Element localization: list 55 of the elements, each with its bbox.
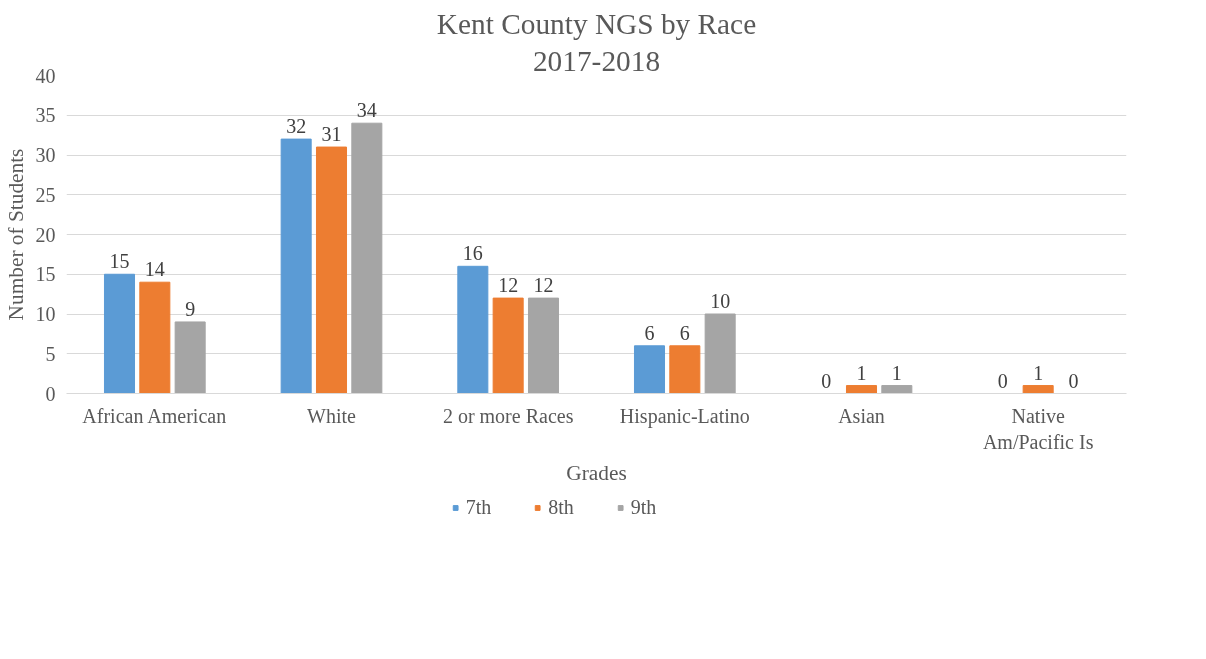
data-label: 10 [710, 290, 731, 312]
y-tick-label: 5 [45, 342, 56, 365]
data-label: 6 [644, 321, 655, 344]
legend-label: 8th [548, 495, 574, 519]
chart-title: Kent County NGS by Race [436, 7, 757, 40]
y-tick-label: 25 [35, 183, 56, 206]
bar [669, 345, 701, 394]
bar [139, 281, 171, 394]
x-axis-title: Grades [566, 460, 627, 485]
y-tick-label: 0 [45, 382, 56, 405]
bar [315, 146, 348, 394]
bar [881, 385, 913, 394]
data-label: 9 [185, 297, 196, 320]
x-tick-label: Asian [838, 404, 885, 427]
x-tick-label: 2 or more Races [442, 404, 574, 427]
legend-label: 7th [465, 495, 492, 519]
data-label: 0 [997, 369, 1008, 392]
y-tick-label: 40 [35, 64, 56, 87]
y-tick-label: 30 [35, 144, 56, 166]
x-tick-label: African American [82, 404, 227, 427]
data-label: 12 [533, 274, 554, 297]
chart-subtitle: 2017-2018 [532, 44, 661, 77]
data-label: 1 [856, 361, 867, 384]
data-label: 14 [144, 258, 165, 281]
data-label: 0 [821, 369, 832, 392]
bar [527, 297, 560, 394]
data-label: 0 [1068, 369, 1079, 392]
data-label: 34 [356, 99, 377, 122]
data-label: 32 [286, 115, 307, 138]
bar [704, 313, 736, 394]
bar [103, 273, 136, 394]
data-label: 31 [321, 123, 342, 146]
y-tick-label: 35 [35, 104, 56, 127]
bar [457, 265, 489, 394]
x-tick-label: White [307, 404, 357, 427]
y-tick-label: 15 [35, 263, 56, 286]
y-tick-label: 20 [35, 223, 56, 246]
bar [351, 122, 383, 394]
bar [633, 345, 666, 394]
x-tick-label: Hispanic-Latino [619, 404, 750, 428]
data-label: 6 [679, 321, 690, 344]
bar [174, 321, 206, 394]
y-axis-title: Number of Students [3, 148, 28, 321]
data-label: 1 [1033, 361, 1044, 384]
data-label: 16 [462, 242, 483, 265]
data-label: 12 [498, 274, 519, 297]
data-label: 1 [891, 361, 902, 384]
y-tick-label: 10 [35, 303, 56, 325]
x-tick-label: Native Am/Pacific Is [982, 404, 1094, 453]
bar [280, 138, 312, 394]
bar [1022, 385, 1054, 394]
bar [492, 297, 524, 394]
bar [845, 385, 878, 394]
data-label: 15 [109, 250, 130, 273]
legend-label: 9th [630, 495, 657, 519]
